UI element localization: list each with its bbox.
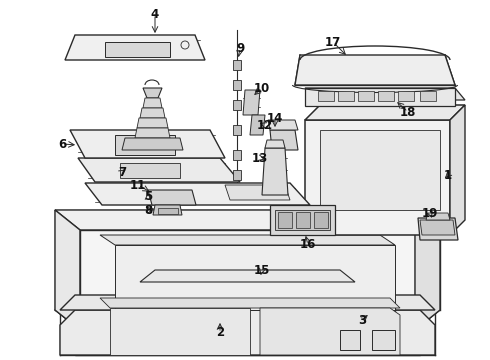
Polygon shape [85, 183, 310, 205]
Text: 12: 12 [257, 118, 273, 131]
Polygon shape [137, 118, 168, 128]
Polygon shape [358, 91, 374, 101]
Text: 9: 9 [236, 41, 244, 54]
Polygon shape [233, 125, 241, 135]
Polygon shape [225, 185, 290, 200]
Text: 13: 13 [252, 152, 268, 165]
Polygon shape [143, 88, 162, 98]
Polygon shape [426, 213, 450, 220]
Polygon shape [70, 130, 225, 158]
Text: 4: 4 [151, 8, 159, 21]
Polygon shape [305, 120, 450, 235]
Polygon shape [320, 130, 440, 210]
Text: 11: 11 [130, 179, 146, 192]
Polygon shape [305, 88, 465, 100]
Text: 2: 2 [216, 327, 224, 339]
Text: 17: 17 [325, 36, 341, 49]
Text: 15: 15 [254, 264, 270, 276]
Polygon shape [295, 55, 455, 85]
Polygon shape [420, 91, 436, 101]
Polygon shape [450, 105, 465, 235]
Polygon shape [55, 210, 80, 330]
Polygon shape [418, 218, 458, 240]
Text: 16: 16 [300, 239, 316, 252]
Polygon shape [278, 212, 292, 228]
Text: 7: 7 [118, 166, 126, 179]
Polygon shape [233, 170, 241, 180]
Polygon shape [372, 330, 395, 350]
Polygon shape [140, 108, 165, 118]
Text: 19: 19 [422, 207, 438, 220]
Polygon shape [135, 128, 170, 138]
Polygon shape [100, 235, 395, 245]
Text: 6: 6 [58, 138, 66, 150]
Polygon shape [314, 212, 328, 228]
Polygon shape [268, 120, 298, 130]
Polygon shape [148, 190, 196, 205]
Polygon shape [233, 100, 241, 110]
Polygon shape [340, 305, 395, 345]
Polygon shape [296, 212, 310, 228]
Polygon shape [270, 130, 298, 150]
Polygon shape [243, 90, 260, 115]
Polygon shape [105, 42, 170, 57]
Text: 3: 3 [358, 314, 366, 327]
Text: 1: 1 [444, 168, 452, 181]
Polygon shape [115, 245, 395, 310]
Polygon shape [275, 210, 330, 230]
Polygon shape [398, 91, 414, 101]
Text: 14: 14 [267, 112, 283, 125]
Polygon shape [115, 135, 175, 155]
Polygon shape [65, 35, 205, 60]
Polygon shape [122, 138, 183, 150]
Polygon shape [250, 115, 265, 135]
Text: 10: 10 [254, 81, 270, 95]
Text: 18: 18 [400, 105, 416, 118]
Polygon shape [270, 205, 335, 235]
Polygon shape [420, 220, 455, 235]
Text: 5: 5 [144, 189, 152, 202]
Polygon shape [100, 298, 400, 308]
Polygon shape [305, 105, 465, 120]
Polygon shape [75, 310, 420, 355]
Polygon shape [233, 60, 241, 70]
Polygon shape [110, 308, 250, 355]
Polygon shape [143, 98, 162, 108]
Polygon shape [378, 91, 394, 101]
Polygon shape [233, 150, 241, 160]
Polygon shape [140, 270, 355, 282]
Text: 8: 8 [144, 203, 152, 216]
Polygon shape [78, 158, 240, 182]
Polygon shape [318, 91, 334, 101]
Polygon shape [340, 330, 360, 350]
Polygon shape [60, 295, 435, 310]
Polygon shape [55, 210, 415, 230]
Polygon shape [262, 148, 288, 195]
Polygon shape [415, 210, 440, 330]
Polygon shape [338, 91, 354, 101]
Polygon shape [80, 230, 415, 330]
Polygon shape [120, 163, 180, 178]
Polygon shape [158, 208, 178, 214]
Polygon shape [265, 140, 285, 148]
Polygon shape [305, 88, 455, 106]
Polygon shape [260, 308, 400, 355]
Polygon shape [233, 80, 241, 90]
Polygon shape [153, 205, 182, 215]
Polygon shape [60, 310, 435, 355]
